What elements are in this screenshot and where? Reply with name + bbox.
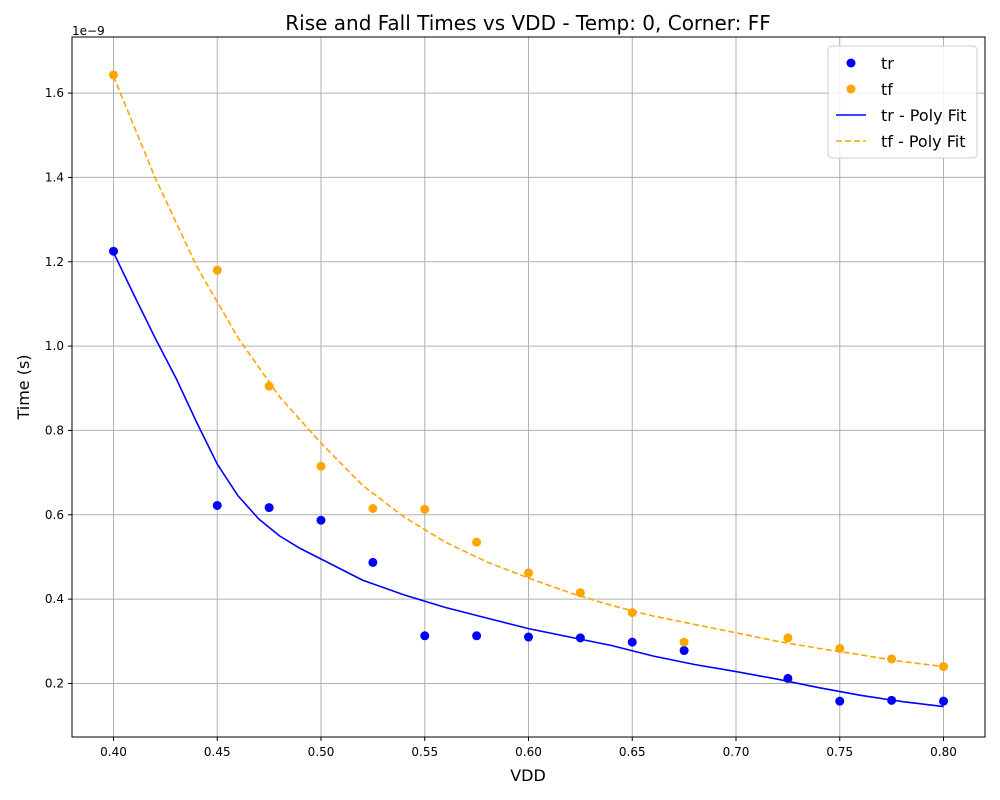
legend-label: tr - Poly Fit: [881, 106, 966, 125]
y-tick-label: 0.2: [45, 676, 64, 690]
y-tick-label: 1.4: [45, 170, 64, 184]
ticks: 0.40 0.45 0.50 0.55 0.60 0.65 0.70 0.75 0.80 0.2 0…: [45, 86, 957, 759]
legend-label: tf: [881, 80, 893, 99]
data-point-tr: [887, 695, 897, 705]
legend-box: [827, 45, 978, 159]
data-point-tf: [212, 265, 222, 275]
legend-label: tr: [881, 54, 894, 73]
data-point-tr: [627, 637, 637, 647]
data-point-tr: [420, 631, 430, 641]
data-point-tf: [887, 654, 897, 664]
x-tick-label: 0.80: [930, 745, 957, 759]
data-point-tr: [264, 503, 274, 513]
data-point-tf: [368, 503, 378, 513]
data-point-tf: [109, 70, 118, 80]
data-point-tr: [835, 696, 845, 706]
data-point-tf: [524, 568, 533, 578]
x-tick-label: 0.50: [308, 745, 335, 759]
x-tick-label: 0.40: [100, 745, 127, 759]
y-tick-label: 0.8: [45, 423, 64, 437]
y-tick-label: 0.4: [45, 592, 64, 606]
data-point-tr: [109, 246, 118, 256]
data-point-tf: [939, 662, 948, 672]
data-point-tf: [627, 608, 637, 618]
x-tick-label: 0.45: [204, 745, 231, 759]
data-point-tr: [368, 557, 378, 567]
y-tick-label: 0.6: [45, 508, 64, 522]
chart-title: Rise and Fall Times vs VDD - Temp: 0, Co…: [285, 11, 771, 35]
legend-marker-tf: [846, 84, 856, 94]
data-point-tr: [472, 631, 482, 641]
data-point-tr: [524, 632, 533, 642]
legend-marker-tr: [846, 58, 856, 68]
data-point-tr: [212, 500, 222, 510]
y-tick-label: 1.6: [45, 86, 64, 100]
fit-line-tr-poly-fit: [112, 252, 944, 708]
data-point-tr: [939, 696, 948, 706]
data-point-tf: [264, 381, 274, 391]
data-point-tr: [575, 633, 585, 643]
legend-label: tf - Poly Fit: [881, 132, 965, 151]
y-tick-label: 1.2: [45, 255, 64, 269]
data-point-tf: [679, 637, 689, 647]
y-offset-label: 1e−9: [72, 24, 105, 38]
data-point-tr: [783, 673, 793, 683]
x-tick-label: 0.65: [619, 745, 646, 759]
legend: tr tf tr - Poly Fit tf - Poly Fit: [827, 45, 978, 159]
y-tick-label: 1.0: [45, 339, 64, 353]
data-point-tf: [472, 537, 482, 547]
data-point-tf: [420, 504, 430, 514]
x-tick-label: 0.55: [411, 745, 438, 759]
data-point-tr: [679, 646, 689, 656]
data-point-tf: [575, 588, 585, 598]
data-point-tf: [835, 643, 845, 653]
data-point-tf: [316, 461, 326, 471]
x-tick-label: 0.70: [723, 745, 750, 759]
plot-series: [109, 70, 948, 708]
y-axis-label: Time (s): [14, 354, 33, 420]
data-point-tr: [316, 515, 326, 525]
x-tick-label: 0.60: [515, 745, 542, 759]
x-axis-label: VDD: [510, 766, 546, 785]
data-point-tf: [783, 633, 793, 643]
x-tick-label: 0.75: [826, 745, 853, 759]
